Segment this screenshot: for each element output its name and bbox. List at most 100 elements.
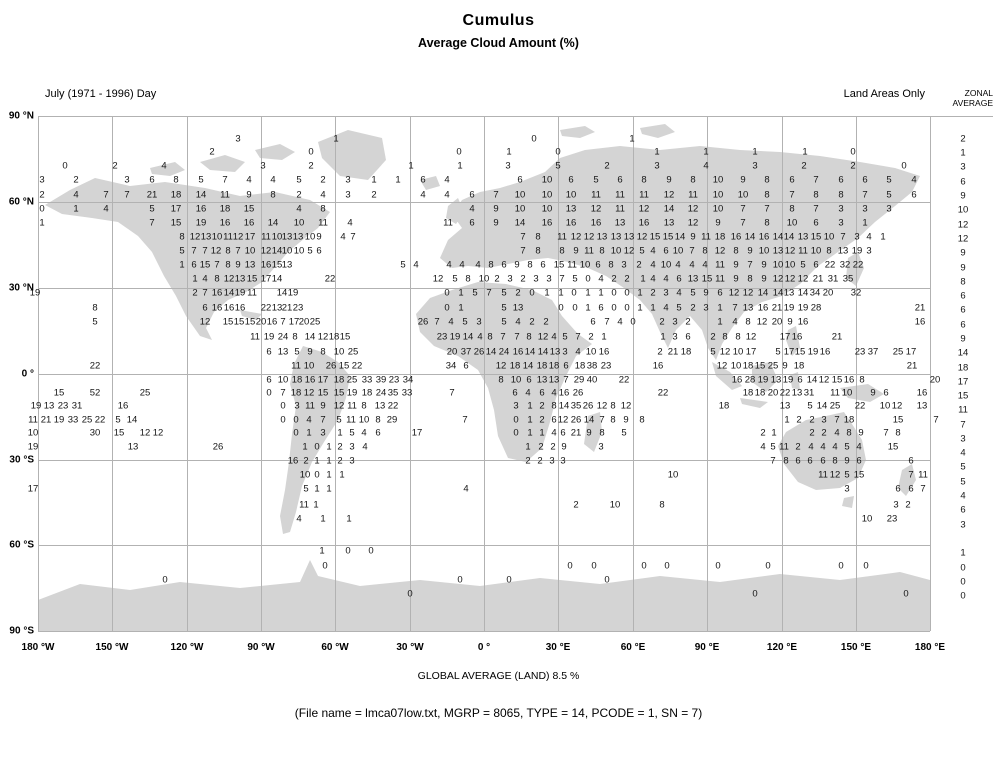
grid-value: 8 xyxy=(859,374,865,386)
grid-value: 5 xyxy=(844,469,850,481)
grid-value: 13 xyxy=(614,217,626,229)
lon-tick-label: 30 °W xyxy=(396,642,424,653)
grid-value: 13 xyxy=(549,346,561,358)
lon-tick-label: 60 °W xyxy=(321,642,349,653)
grid-value: 2 xyxy=(308,160,314,172)
grid-value: 13 xyxy=(837,245,849,257)
grid-value: 7 xyxy=(149,217,155,229)
grid-value: 6 xyxy=(797,374,803,386)
grid-value: 10 xyxy=(211,231,223,243)
grid-value: 1 xyxy=(539,427,545,439)
grid-value: 25 xyxy=(829,400,841,412)
grid-value: 1 xyxy=(395,174,401,186)
grid-value: 8 xyxy=(826,245,832,257)
grid-value: 16 xyxy=(757,302,769,314)
grid-value: 22 xyxy=(351,360,363,372)
grid-value: 2 xyxy=(611,273,617,285)
grid-value: 26 xyxy=(325,360,337,372)
grid-value: 6 xyxy=(717,287,723,299)
grid-value: 5 xyxy=(92,316,98,328)
grid-value: 8 xyxy=(895,427,901,439)
zonal-value: 2 xyxy=(960,133,966,145)
grid-value: 4 xyxy=(459,259,465,271)
grid-value: 18 xyxy=(574,360,586,372)
lon-tick-label: 120 °W xyxy=(170,642,204,653)
grid-value: 6 xyxy=(590,316,596,328)
grid-value: 13 xyxy=(797,231,809,243)
grid-value: 2 xyxy=(320,174,326,186)
grid-value: 16 xyxy=(791,331,803,343)
grid-value: 9 xyxy=(690,231,696,243)
grid-value: 2 xyxy=(710,331,716,343)
grid-value: 2 xyxy=(539,414,545,426)
grid-value: 7 xyxy=(920,483,926,495)
grid-value: 0 xyxy=(529,287,535,299)
grid-value: 16 xyxy=(243,217,255,229)
grid-value: 6 xyxy=(568,174,574,186)
grid-value: 16 xyxy=(638,217,650,229)
grid-value: 5 xyxy=(775,346,781,358)
grid-value: 8 xyxy=(702,245,708,257)
grid-value: 1 xyxy=(527,400,533,412)
grid-value: 8 xyxy=(320,346,326,358)
grid-value: 14 xyxy=(276,287,288,299)
grid-value: 12 xyxy=(784,273,796,285)
grid-value: 11 xyxy=(615,189,625,201)
grid-value: 10 xyxy=(514,203,526,215)
grid-value: 7 xyxy=(191,245,197,257)
grid-value: 6 xyxy=(316,245,322,257)
grid-value: 13 xyxy=(43,400,55,412)
grid-value: 7 xyxy=(575,331,581,343)
lat-tick-label: 90 °N xyxy=(8,110,34,122)
grid-value: 2 xyxy=(573,499,579,511)
grid-value: 4 xyxy=(320,189,326,201)
grid-value: 3 xyxy=(886,203,892,215)
grid-value: 0 xyxy=(368,545,374,557)
grid-value: 15 xyxy=(222,316,234,328)
zonal-value: 11 xyxy=(958,404,968,416)
grid-value: 15 xyxy=(754,360,766,372)
grid-value: 6 xyxy=(676,273,682,285)
grid-value: 15 xyxy=(831,374,843,386)
grid-value: 31 xyxy=(803,387,815,399)
grid-value: 25 xyxy=(892,346,904,358)
grid-value: 4 xyxy=(477,331,483,343)
grid-value: 24 xyxy=(375,387,387,399)
grid-value: 32 xyxy=(850,287,862,299)
grid-value: 2 xyxy=(337,441,343,453)
grid-value: 29 xyxy=(573,374,585,386)
grid-value: 5 xyxy=(349,427,355,439)
grid-value: 7 xyxy=(235,245,241,257)
grid-value: 1 xyxy=(326,483,332,495)
grid-value: 10 xyxy=(358,414,370,426)
grid-value: 7 xyxy=(202,287,208,299)
grid-value: 39 xyxy=(375,374,387,386)
grid-value: 11 xyxy=(688,189,698,201)
zonal-value: 5 xyxy=(960,476,966,488)
grid-value: 9 xyxy=(493,203,499,215)
grid-value: 35 xyxy=(387,387,399,399)
grid-value: 13 xyxy=(374,400,386,412)
grid-value: 16 xyxy=(512,346,524,358)
grid-value: 0 xyxy=(903,588,909,600)
grid-value: 2 xyxy=(529,316,535,328)
grid-value: 10 xyxy=(712,189,724,201)
page-title: Cumulus xyxy=(462,12,535,29)
grid-value: 8 xyxy=(535,231,541,243)
grid-value: 19 xyxy=(782,374,794,386)
grid-value: 7 xyxy=(740,203,746,215)
grid-value: 18 xyxy=(290,387,302,399)
grid-value: 0 xyxy=(293,414,299,426)
grid-value: 26 xyxy=(582,400,594,412)
grid-value: 11 xyxy=(261,231,271,243)
grid-value: 13 xyxy=(770,374,782,386)
grid-value: 15 xyxy=(553,259,565,271)
grid-value: 0 xyxy=(280,414,286,426)
grid-value: 10 xyxy=(879,400,891,412)
grid-value: 5 xyxy=(621,427,627,439)
grid-value: 2 xyxy=(905,499,911,511)
grid-value: 5 xyxy=(572,273,578,285)
grid-value: 17 xyxy=(260,273,272,285)
grid-value: 8 xyxy=(225,245,231,257)
grid-value: 14 xyxy=(126,414,138,426)
